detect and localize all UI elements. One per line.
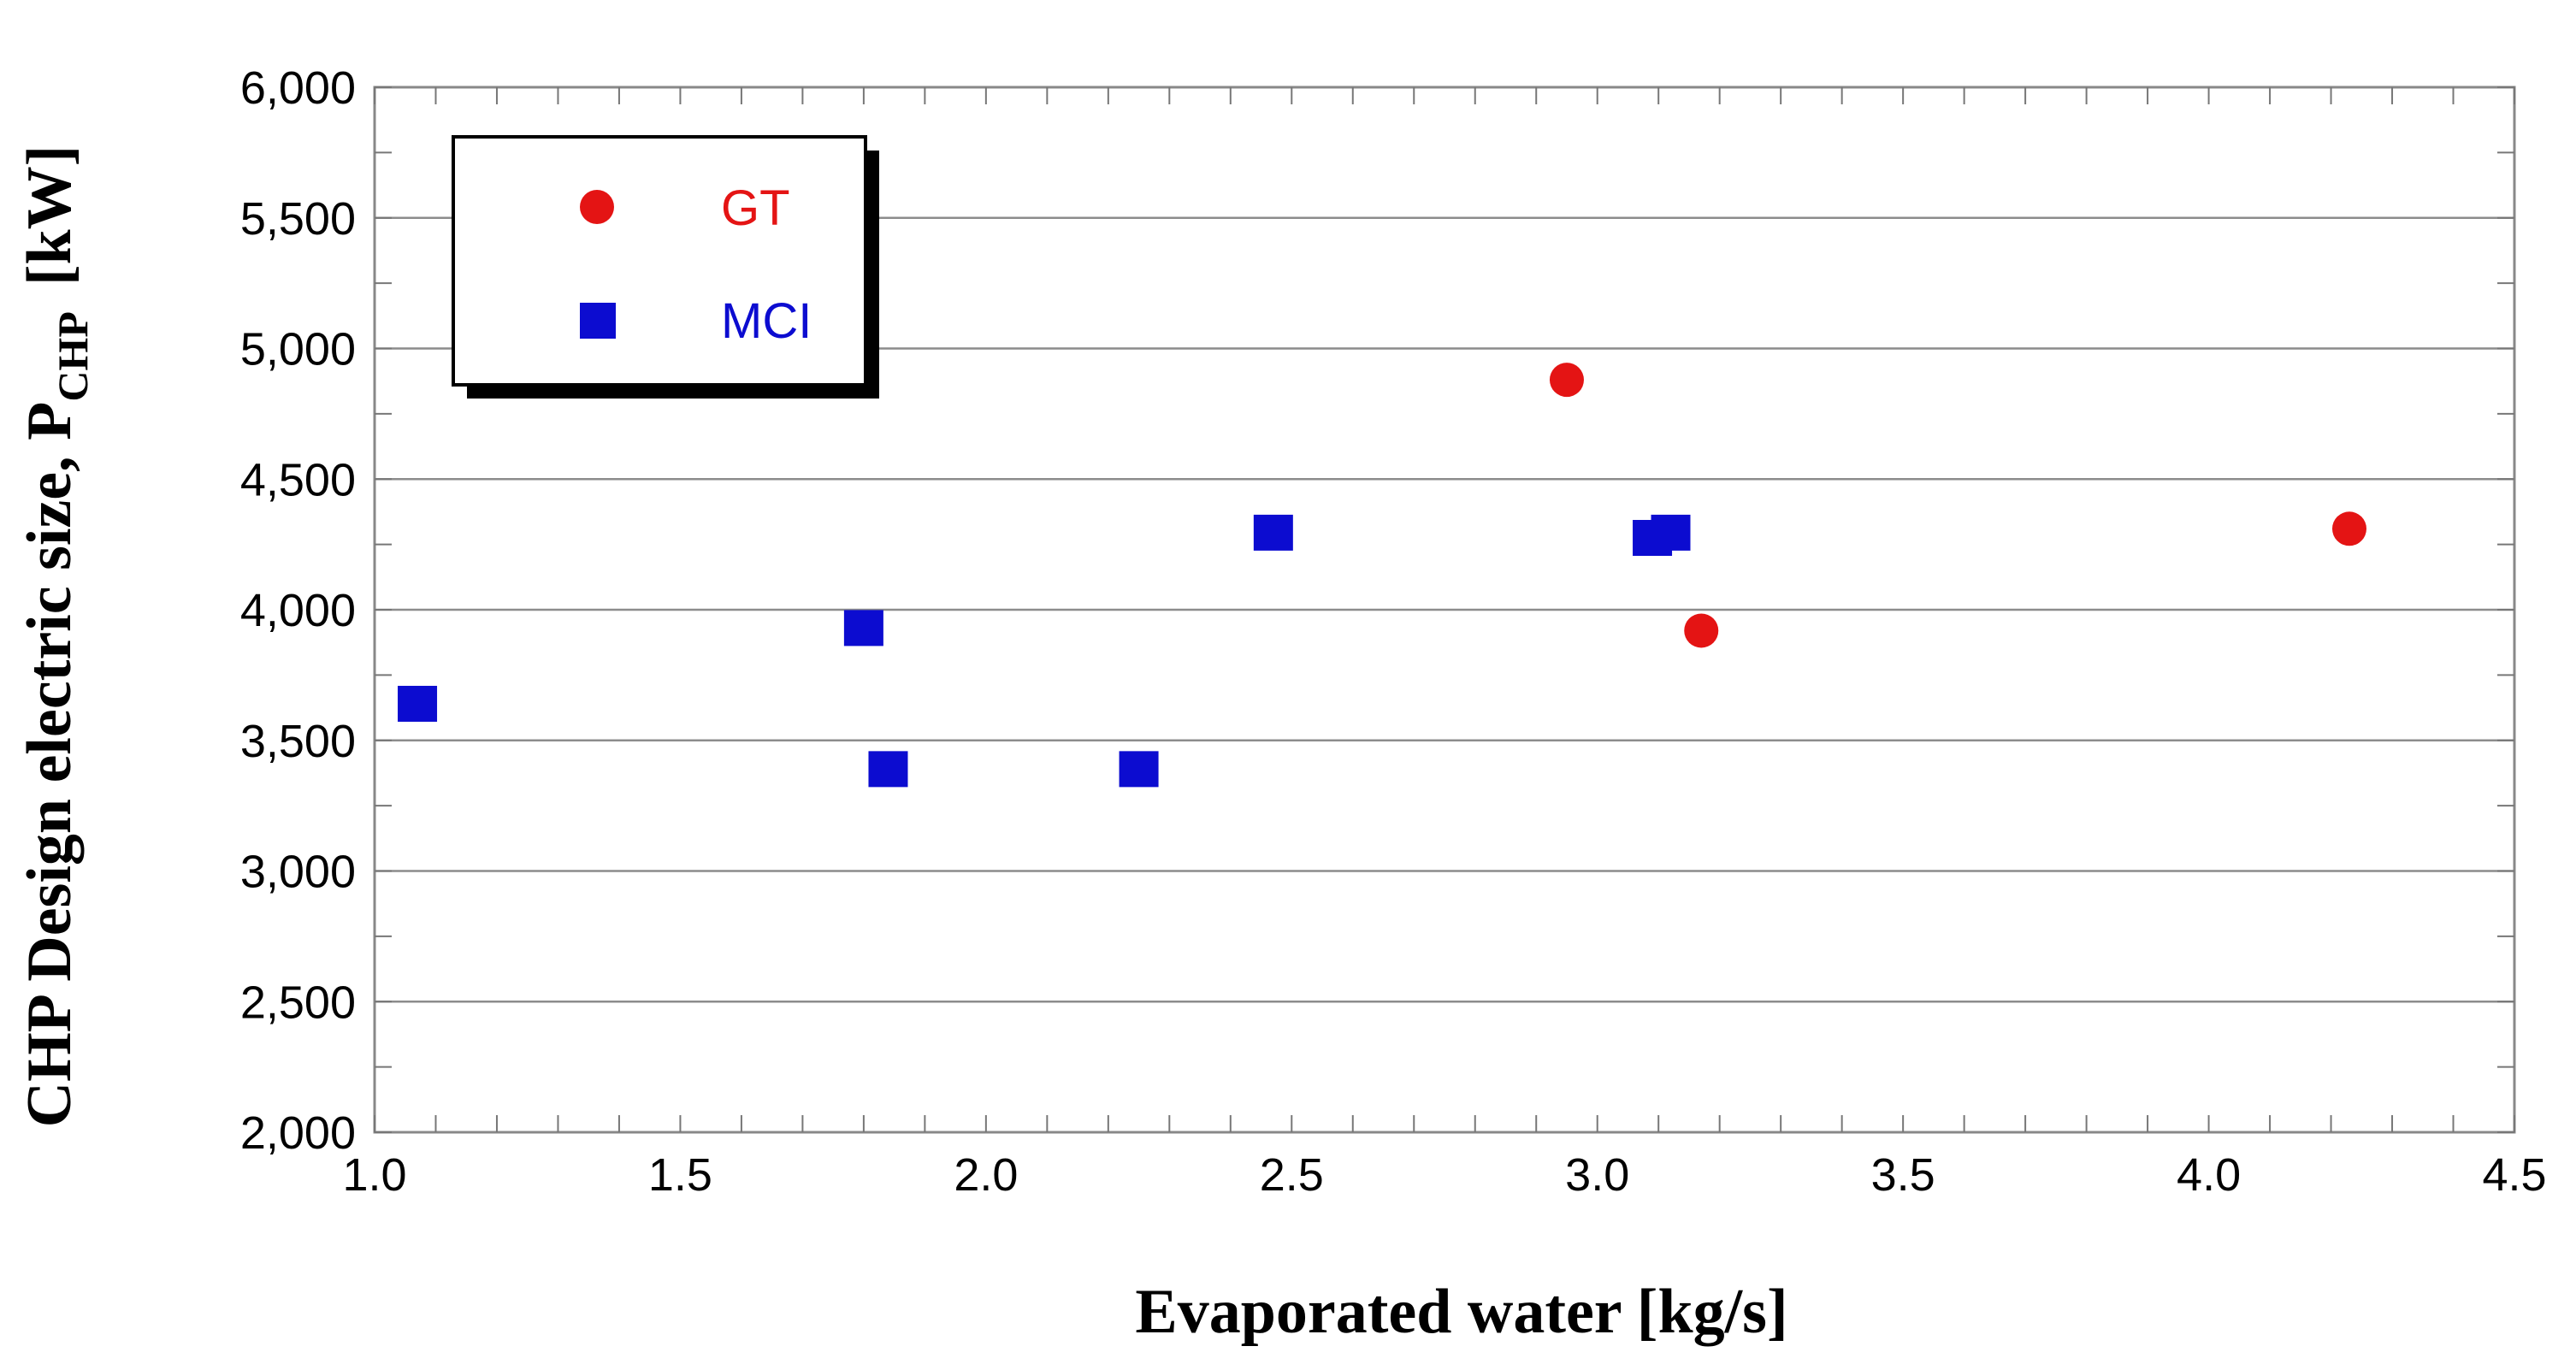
legend-mci-marker — [580, 303, 616, 339]
y-axis-title-unit: [kW] — [15, 145, 85, 286]
legend-gt-marker — [580, 190, 614, 224]
y-tick-label: 6,000 — [240, 62, 356, 114]
x-tick-label: 4.5 — [2482, 1149, 2546, 1201]
x-tick-label: 4.0 — [2177, 1149, 2241, 1201]
y-tick-label: 3,500 — [240, 716, 356, 767]
mci-data-point — [868, 751, 908, 788]
x-tick-label: 1.0 — [342, 1149, 406, 1201]
y-tick-label: 3,000 — [240, 847, 356, 898]
gt-data-point — [1684, 613, 1719, 648]
legend-box — [452, 135, 867, 387]
minor-ticks — [374, 86, 2515, 1133]
legend-gt-label: GT — [721, 180, 790, 236]
x-tick-label: 2.5 — [1260, 1149, 1324, 1201]
x-tick-label: 3.5 — [1871, 1149, 1935, 1201]
mci-data-point — [1651, 514, 1691, 551]
legend-mci-label: MCI — [721, 293, 812, 349]
mci-data-point — [1119, 751, 1159, 788]
data-points — [398, 363, 2366, 788]
mci-data-point — [398, 685, 438, 722]
gt-data-point — [2331, 511, 2366, 546]
x-tick-labels: 1.0 1.5 2.0 2.5 3.0 3.5 4.0 4.5 — [342, 1149, 2546, 1201]
mci-data-point — [1253, 514, 1293, 551]
y-tick-label: 4,000 — [240, 585, 356, 636]
gt-data-point — [1549, 363, 1584, 398]
y-tick-label: 5,000 — [240, 324, 356, 375]
x-tick-label: 1.5 — [648, 1149, 712, 1201]
x-tick-label: 2.0 — [954, 1149, 1018, 1201]
y-tick-label: 2,000 — [240, 1107, 356, 1159]
y-tick-labels: 2,000 2,500 3,000 3,500 4,000 4,500 5,000 5,500… — [240, 62, 356, 1159]
y-tick-label: 2,500 — [240, 977, 356, 1028]
y-axis-title: CHP Design electric size, PCHP [kW] — [15, 145, 97, 1128]
y-tick-label: 5,500 — [240, 193, 356, 245]
y-axis-title-subscript: CHP — [49, 311, 97, 402]
y-axis-title-main: CHP Design electric size, P — [15, 402, 85, 1128]
y-tick-label: 4,500 — [240, 454, 356, 505]
x-axis-title: Evaporated water [kg/s] — [1135, 1277, 1787, 1347]
x-tick-label: 3.0 — [1565, 1149, 1629, 1201]
legend: GT MCI — [452, 135, 879, 399]
mci-data-point — [843, 610, 883, 647]
